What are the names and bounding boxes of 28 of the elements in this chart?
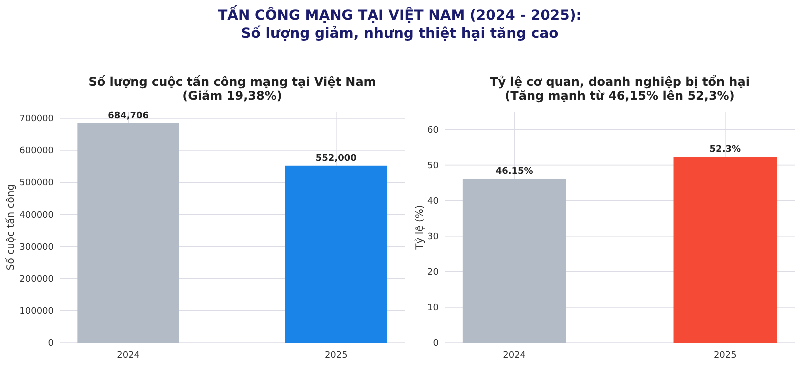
data-label: 552,000 (316, 154, 357, 164)
y-axis-title: Tỷ lệ (%) (414, 205, 426, 251)
chart-subtitle: Tỷ lệ cơ quan, doanh nghiệp bị tổn hại (Tăng mạnh từ 46,15% lên 52,3%) (490, 75, 750, 103)
y-tick-label: 700000 (20, 114, 54, 125)
y-tick-label: 400000 (20, 210, 54, 221)
y-tick-label: 500000 (20, 178, 54, 189)
y-tick-label: 300000 (20, 242, 54, 253)
y-tick-label: 50 (428, 161, 440, 172)
y-tick-label: 40 (428, 196, 440, 207)
y-tick-label: 20 (428, 268, 440, 278)
y-tick-label: 600000 (20, 146, 54, 157)
data-label: 46.15% (496, 166, 534, 177)
x-tick-label: 2024 (117, 351, 140, 361)
chart-title: TẤN CÔNG MẠNG TẠI VIỆT NAM (2024 - 2025): Số lượng giảm, nhưng thiệt hại tăng cao (218, 5, 582, 42)
y-tick-label: 60 (428, 126, 440, 136)
y-tick-label: 0 (433, 339, 440, 350)
y-tick-label: 200000 (20, 274, 54, 285)
chart-subtitle: Số lượng cuộc tấn công mạng tại Việt Nam (Giảm 19,38%) (88, 75, 376, 103)
y-tick-label: 30 (428, 232, 440, 243)
x-tick-label: 2025 (714, 351, 737, 361)
data-label: 684,706 (108, 111, 150, 122)
y-axis-title: Số cuộc tấn công (5, 184, 17, 271)
y-tick-label: 100000 (20, 307, 54, 318)
y-tick-label: 0 (48, 339, 54, 350)
x-tick-label: 2025 (324, 351, 348, 361)
x-tick-label: 2024 (503, 351, 526, 361)
y-tick-label: 10 (428, 304, 440, 314)
data-label: 52.3% (710, 145, 742, 156)
